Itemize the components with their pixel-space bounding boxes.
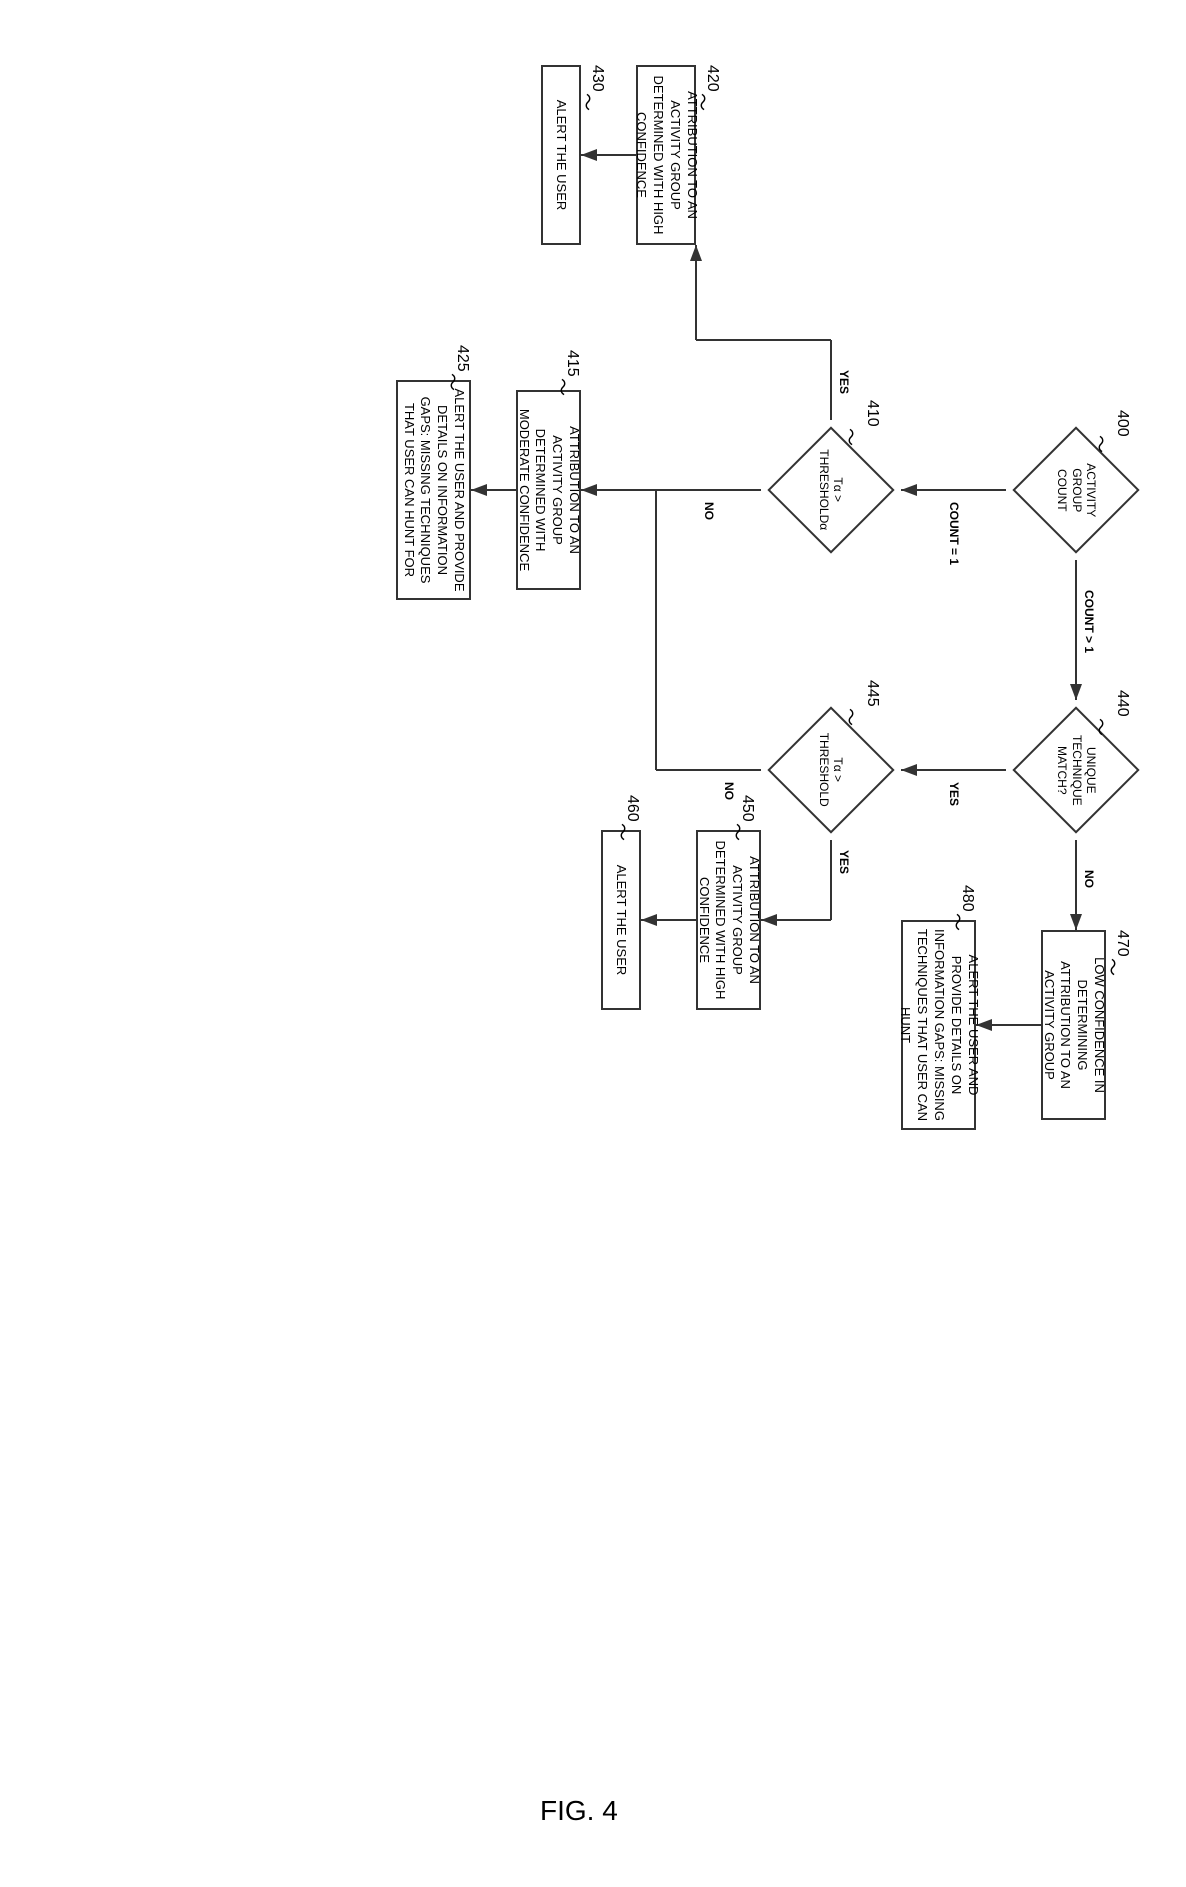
ref-tilde: 〜 — [838, 428, 864, 446]
ref-430: 430 — [588, 65, 606, 92]
edge-no-410: NO — [702, 502, 716, 520]
box-text: ALERT THE USER AND PROVIDE DETAILS ON IN… — [896, 928, 980, 1122]
ref-tilde: 〜 — [945, 913, 971, 931]
box-text: ATTRIBUTION TO AN ACTIVITY GROUP DETERMI… — [515, 398, 583, 582]
box-alert-user-left: ALERT THE USER — [541, 65, 581, 245]
ref-tilde: 〜 — [440, 373, 466, 391]
box-low-confidence: LOW CONFIDENCE IN DETERMINING ATTRIBUTIO… — [1041, 930, 1106, 1120]
ref-470: 470 — [1113, 930, 1131, 957]
box-alert-user-right: ALERT THE USER — [601, 830, 641, 1010]
ref-tilde: 〜 — [575, 93, 601, 111]
edge-yes-440: YES — [947, 782, 961, 806]
decision-activity-group-count: ACTIVITY GROUP COUNT — [1012, 426, 1139, 553]
ref-tilde: 〜 — [1100, 958, 1126, 976]
decision-text: ACTIVITY GROUP COUNT — [1054, 447, 1097, 533]
ref-440: 440 — [1113, 690, 1131, 717]
edge-countgt1: COUNT > 1 — [1082, 590, 1096, 653]
box-alert-gaps-left: ALERT THE USER AND PROVIDE DETAILS ON IN… — [396, 380, 471, 600]
flowchart-canvas: ACTIVITY GROUP COUNT 400 〜 Tα > THRESHOL… — [0, 50, 1136, 1136]
figure-label: FIG. 4 — [540, 1795, 618, 1827]
ref-tilde: 〜 — [550, 378, 576, 396]
ref-425: 425 — [453, 345, 471, 372]
box-high-confidence-left: ATTRIBUTION TO AN ACTIVITY GROUP DETERMI… — [636, 65, 696, 245]
edge-yes-445: YES — [837, 850, 851, 874]
ref-420: 420 — [703, 65, 721, 92]
box-moderate-confidence: ATTRIBUTION TO AN ACTIVITY GROUP DETERMI… — [516, 390, 581, 590]
box-text: ALERT THE USER — [613, 865, 630, 976]
decision-threshold-alpha: Tα > THRESHOLDα — [767, 426, 894, 553]
decision-unique-technique: UNIQUE TECHNIQUE MATCH? — [1012, 706, 1139, 833]
ref-tilde: 〜 — [1088, 718, 1114, 736]
ref-445: 445 — [863, 680, 881, 707]
ref-tilde: 〜 — [690, 93, 716, 111]
ref-410: 410 — [863, 400, 881, 427]
edge-count1: COUNT = 1 — [947, 502, 961, 565]
decision-text: Tα > THRESHOLD — [817, 727, 846, 813]
box-text: LOW CONFIDENCE IN DETERMINING ATTRIBUTIO… — [1040, 938, 1108, 1112]
ref-480: 480 — [958, 885, 976, 912]
ref-415: 415 — [563, 350, 581, 377]
ref-460: 460 — [623, 795, 641, 822]
decision-text: UNIQUE TECHNIQUE MATCH? — [1054, 727, 1097, 813]
ref-tilde: 〜 — [610, 823, 636, 841]
box-alert-gaps-right: ALERT THE USER AND PROVIDE DETAILS ON IN… — [901, 920, 976, 1130]
decision-text: Tα > THRESHOLDα — [817, 447, 846, 533]
ref-450: 450 — [738, 795, 756, 822]
box-text: ATTRIBUTION TO AN ACTIVITY GROUP DETERMI… — [695, 838, 763, 1002]
ref-tilde: 〜 — [838, 708, 864, 726]
edge-no-440: NO — [1082, 870, 1096, 888]
ref-400: 400 — [1113, 410, 1131, 437]
ref-tilde: 〜 — [1088, 435, 1114, 453]
ref-tilde: 〜 — [725, 823, 751, 841]
decision-threshold: Tα > THRESHOLD — [767, 706, 894, 833]
edge-yes-410: YES — [837, 370, 851, 394]
edge-no-445: NO — [722, 782, 736, 800]
box-text: ALERT THE USER — [553, 100, 570, 211]
box-text: ALERT THE USER AND PROVIDE DETAILS ON IN… — [400, 388, 468, 592]
box-high-confidence-right: ATTRIBUTION TO AN ACTIVITY GROUP DETERMI… — [696, 830, 761, 1010]
